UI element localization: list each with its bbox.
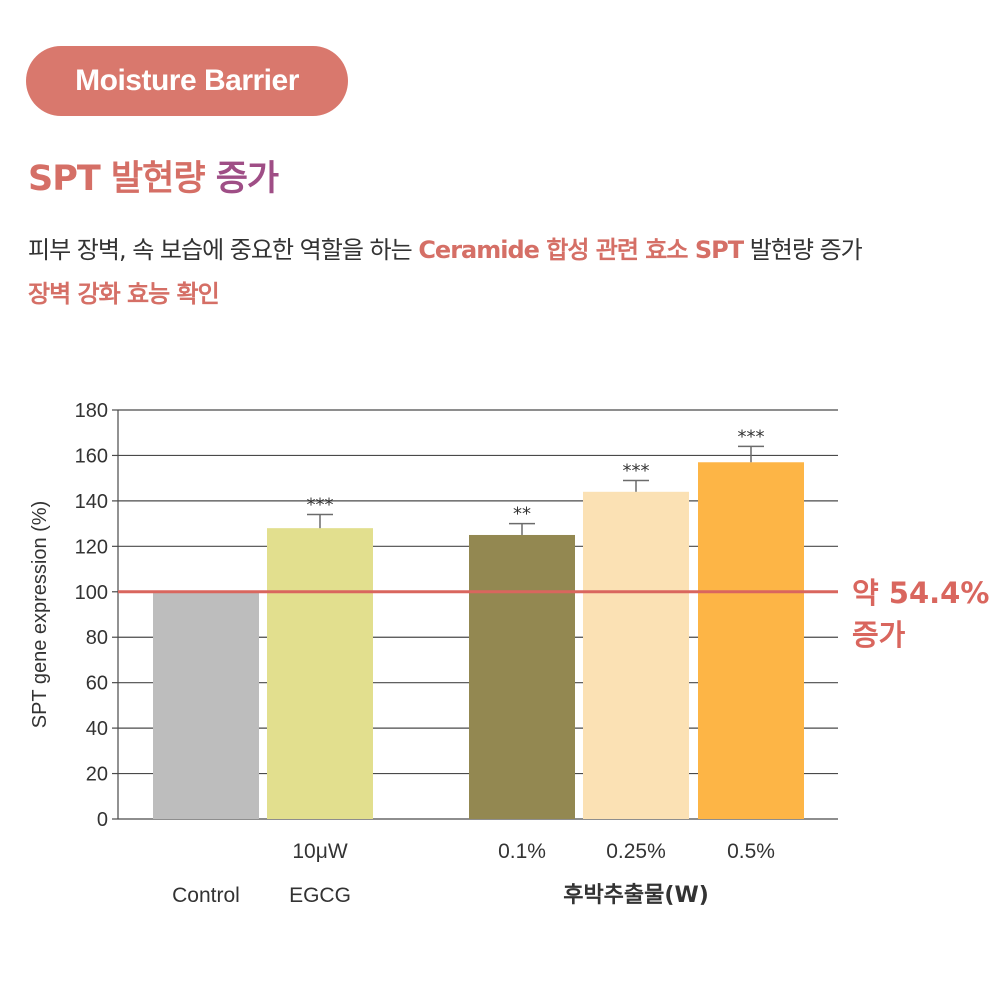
bar	[698, 462, 804, 819]
description-plain: 피부 장벽, 속 보습에 중요한 역할을 하는	[28, 236, 419, 264]
group-label: 후박추출물(W)	[563, 883, 709, 908]
y-tick-label: 100	[75, 582, 108, 604]
significance-label: **	[513, 504, 531, 525]
bar	[583, 491, 689, 819]
significance-label: ***	[738, 426, 765, 447]
bar	[469, 534, 575, 819]
y-tick-label: 60	[86, 673, 108, 695]
significance-label: ***	[307, 495, 334, 516]
y-tick-label: 40	[86, 718, 108, 740]
x-tick-label: 10μW	[292, 840, 347, 863]
description-line1: 피부 장벽, 속 보습에 중요한 역할을 하는 Ceramide 합성 관련 효…	[28, 228, 863, 272]
significance-label: ***	[623, 460, 650, 481]
description-highlight: Ceramide 합성 관련 효소 SPT	[418, 236, 744, 264]
y-tick-label: 80	[86, 627, 108, 649]
y-tick-label: 160	[75, 445, 108, 467]
headline-part2: 증가	[215, 159, 279, 199]
x-tick-label: 0.5%	[727, 840, 775, 863]
annotation-label: 증가	[852, 618, 906, 652]
x-tick-label: Control	[172, 884, 240, 907]
y-tick-label: 0	[97, 809, 108, 831]
description: 피부 장벽, 속 보습에 중요한 역할을 하는 Ceramide 합성 관련 효…	[28, 228, 863, 316]
x-tick-label: EGCG	[289, 884, 351, 907]
increase-annotation: 약 54.4% 증가	[852, 572, 989, 656]
headline: SPT 발현량 증가	[28, 150, 279, 201]
bar	[267, 528, 373, 819]
y-axis-label: SPT gene expression (%)	[29, 501, 51, 729]
y-tick-label: 180	[75, 400, 108, 422]
y-tick-label: 20	[86, 764, 108, 786]
description-line2: 장벽 강화 효능 확인	[28, 280, 220, 308]
section-badge: Moisture Barrier	[26, 46, 348, 116]
description-tail: 발현량 증가	[743, 236, 863, 264]
x-tick-label: 0.1%	[498, 840, 546, 863]
y-tick-label: 120	[75, 536, 108, 558]
annotation-percent: 약 54.4%	[852, 576, 990, 610]
x-tick-label: 0.25%	[606, 840, 666, 863]
headline-part1: SPT 발현량	[28, 159, 206, 199]
y-tick-label: 140	[75, 491, 108, 513]
bar	[153, 591, 259, 819]
